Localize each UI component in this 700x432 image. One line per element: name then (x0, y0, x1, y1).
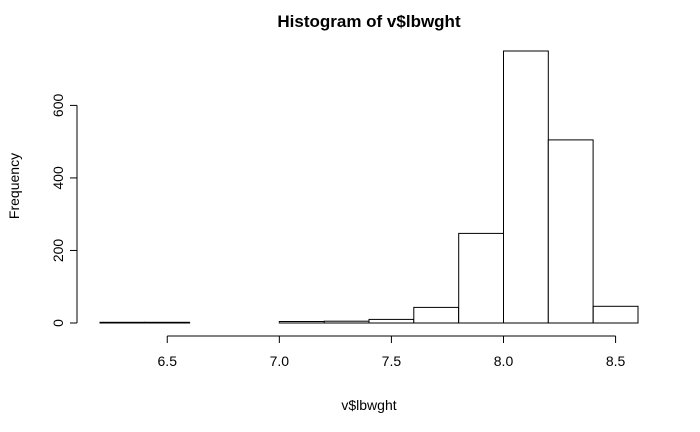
x-tick-label: 8.0 (494, 353, 514, 369)
histogram-bar-5 (323, 320, 370, 324)
y-axis: 0 200 400 600 (50, 94, 78, 327)
histogram-bar-6 (368, 318, 415, 324)
x-tick-label: 6.5 (158, 353, 178, 369)
histogram-bar-4 (278, 321, 325, 324)
x-tick-label: 7.5 (382, 353, 402, 369)
histogram-bar-9 (503, 50, 549, 324)
histogram-bar-1 (144, 321, 191, 324)
histogram-bar-11 (592, 305, 639, 324)
histogram-bar-7 (413, 306, 460, 324)
histogram-bar-10 (547, 139, 594, 324)
histogram-bar-0 (99, 321, 146, 324)
y-axis-label: Frequency (6, 153, 22, 219)
x-tick-label: 8.5 (606, 353, 626, 369)
chart-title: Histogram of v$lbwght (277, 12, 461, 31)
y-tick-label: 600 (50, 94, 66, 118)
x-axis-label: v$lbwght (341, 397, 396, 413)
x-tick-label: 7.0 (270, 353, 290, 369)
y-tick-label: 400 (50, 166, 66, 190)
y-tick-label: 0 (50, 319, 66, 327)
bars-group (99, 50, 639, 324)
y-tick-label: 200 (50, 239, 66, 263)
histogram-bar-8 (458, 232, 505, 324)
x-axis: 6.5 7.0 7.5 8.0 8.5 (158, 335, 626, 369)
